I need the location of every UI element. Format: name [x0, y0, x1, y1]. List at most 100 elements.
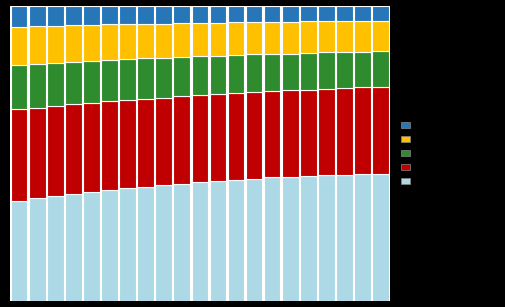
Bar — [173, 6, 190, 23]
Bar — [137, 6, 154, 24]
Bar — [65, 62, 81, 104]
Bar — [318, 175, 334, 301]
Bar — [191, 56, 208, 95]
Bar — [263, 22, 280, 54]
Bar — [83, 25, 99, 61]
Bar — [318, 89, 334, 175]
Bar — [65, 194, 81, 301]
Bar — [209, 23, 226, 56]
Bar — [299, 176, 316, 301]
Bar — [227, 6, 244, 22]
Bar — [191, 182, 208, 301]
Bar — [318, 21, 334, 52]
Bar — [173, 184, 190, 301]
Bar — [83, 192, 99, 301]
Bar — [47, 63, 64, 106]
Bar — [11, 201, 27, 301]
Bar — [11, 65, 27, 109]
Bar — [335, 88, 352, 175]
Legend: , , , , : , , , , — [400, 121, 410, 186]
Bar — [245, 54, 262, 92]
Bar — [29, 107, 45, 198]
Bar — [191, 23, 208, 56]
Bar — [11, 27, 27, 65]
Bar — [83, 103, 99, 192]
Bar — [354, 21, 370, 52]
Bar — [372, 51, 388, 87]
Bar — [83, 6, 99, 25]
Bar — [101, 6, 118, 25]
Bar — [281, 6, 298, 22]
Bar — [83, 61, 99, 103]
Bar — [227, 55, 244, 93]
Bar — [119, 59, 136, 99]
Bar — [119, 188, 136, 301]
Bar — [119, 99, 136, 188]
Bar — [155, 24, 172, 58]
Bar — [318, 6, 334, 21]
Bar — [299, 53, 316, 90]
Bar — [137, 187, 154, 301]
Bar — [318, 52, 334, 89]
Bar — [227, 22, 244, 55]
Bar — [299, 21, 316, 53]
Bar — [29, 6, 45, 26]
Bar — [137, 24, 154, 58]
Bar — [299, 6, 316, 21]
Bar — [191, 95, 208, 182]
Bar — [263, 6, 280, 22]
Bar — [209, 181, 226, 301]
Bar — [354, 87, 370, 174]
Bar — [101, 190, 118, 301]
Bar — [137, 58, 154, 99]
Bar — [191, 6, 208, 23]
Bar — [101, 101, 118, 190]
Bar — [137, 99, 154, 187]
Bar — [227, 93, 244, 180]
Bar — [335, 175, 352, 301]
Bar — [101, 60, 118, 101]
Bar — [354, 52, 370, 87]
Bar — [335, 21, 352, 52]
Bar — [155, 58, 172, 98]
Bar — [372, 174, 388, 301]
Bar — [173, 57, 190, 96]
Bar — [101, 25, 118, 60]
Bar — [119, 24, 136, 59]
Bar — [335, 6, 352, 21]
Bar — [65, 104, 81, 194]
Bar — [209, 94, 226, 181]
Bar — [29, 26, 45, 64]
Bar — [227, 180, 244, 301]
Bar — [209, 6, 226, 23]
Bar — [299, 90, 316, 176]
Bar — [245, 179, 262, 301]
Bar — [245, 22, 262, 54]
Bar — [155, 98, 172, 185]
Bar — [281, 91, 298, 177]
Bar — [372, 87, 388, 174]
Bar — [245, 6, 262, 22]
Bar — [372, 6, 388, 21]
Bar — [209, 56, 226, 94]
Bar — [173, 96, 190, 184]
Bar — [47, 106, 64, 196]
Bar — [281, 177, 298, 301]
Bar — [65, 25, 81, 62]
Bar — [354, 6, 370, 21]
Bar — [11, 109, 27, 201]
Bar — [65, 6, 81, 25]
Bar — [155, 6, 172, 24]
Bar — [335, 52, 352, 88]
Bar — [263, 54, 280, 91]
Bar — [47, 196, 64, 301]
Bar — [245, 92, 262, 179]
Bar — [263, 177, 280, 301]
Bar — [47, 6, 64, 25]
Bar — [29, 64, 45, 107]
Bar — [29, 198, 45, 301]
Bar — [372, 21, 388, 51]
Bar — [173, 23, 190, 57]
Bar — [263, 91, 280, 177]
Bar — [11, 6, 27, 27]
